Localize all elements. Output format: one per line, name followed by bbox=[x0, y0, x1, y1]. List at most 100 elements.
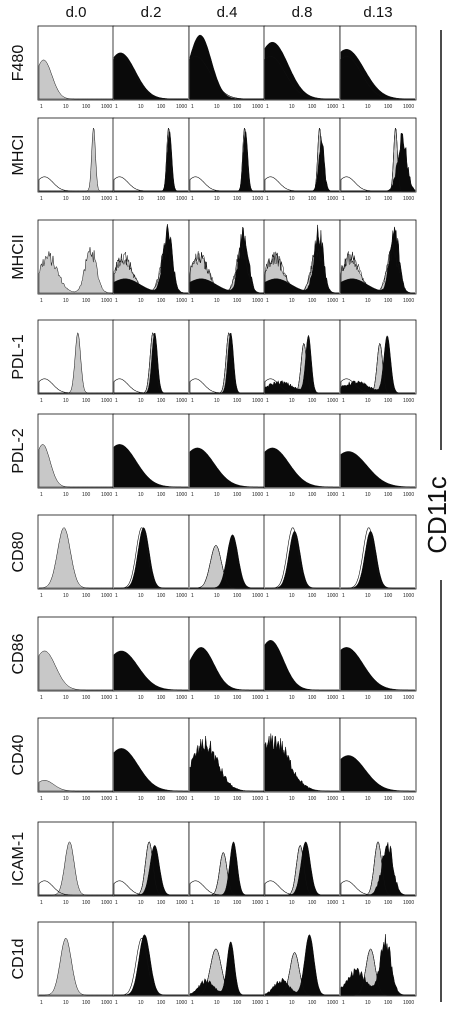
panel-frame-pdl-2-d-13 bbox=[339, 413, 417, 489]
tick-label-cd40-d-2-100: 100 bbox=[157, 796, 166, 802]
panel-mhci-d-0: 1 10 100 1000 bbox=[37, 117, 115, 202]
panel-pdl-2-d-4: 1 10 100 1000 bbox=[188, 413, 266, 498]
tick-label-mhcii-d-0-10: 10 bbox=[63, 298, 69, 304]
tick-label-pdl-2-d-13-1: 1 bbox=[342, 492, 345, 498]
tick-label-cd40-d-0-100: 100 bbox=[82, 796, 91, 802]
panel-cd80-d-13: 1 10 100 1000 bbox=[339, 514, 417, 599]
tick-label-mhci-d-4-1000: 1000 bbox=[252, 196, 263, 202]
tick-label-cd80-d-4-1: 1 bbox=[191, 593, 194, 599]
tick-label-f480-d-13-100: 100 bbox=[384, 104, 393, 110]
tick-label-cd1d-d-0-1: 1 bbox=[40, 1000, 43, 1006]
tick-label-pdl-1-d-2-100: 100 bbox=[157, 398, 166, 404]
panel-f480-d-8: 1 10 100 1000 bbox=[263, 25, 341, 110]
tick-label-f480-d-4-1: 1 bbox=[191, 104, 194, 110]
panel-cd40-d-4: 1 10 100 1000 bbox=[188, 717, 266, 802]
tick-label-pdl-1-d-13-1: 1 bbox=[342, 398, 345, 404]
tick-label-cd40-d-0-10: 10 bbox=[63, 796, 69, 802]
tick-label-cd1d-d-0-100: 100 bbox=[82, 1000, 91, 1006]
tick-label-icam-1-d-13-100: 100 bbox=[384, 900, 393, 906]
tick-label-cd1d-d-4-1000: 1000 bbox=[252, 1000, 263, 1006]
tick-label-f480-d-8-1: 1 bbox=[266, 104, 269, 110]
tick-label-f480-d-2-1: 1 bbox=[115, 104, 118, 110]
tick-label-icam-1-d-8-1: 1 bbox=[266, 900, 269, 906]
tick-label-cd40-d-4-10: 10 bbox=[214, 796, 220, 802]
panel-f480-d-2: 1 10 100 1000 bbox=[112, 25, 190, 110]
tick-label-pdl-2-d-4-1000: 1000 bbox=[252, 492, 263, 498]
tick-label-cd40-d-4-100: 100 bbox=[233, 796, 242, 802]
panel-icam-1-d-2: 1 10 100 1000 bbox=[112, 821, 190, 906]
panel-mhcii-d-2: 1 10 100 1000 bbox=[112, 219, 190, 304]
panel-mhcii-d-8: 1 10 100 1000 bbox=[263, 219, 341, 304]
tick-label-cd86-d-2-1: 1 bbox=[115, 695, 118, 701]
column-label-d-4: d.4 bbox=[217, 4, 238, 21]
tick-label-cd80-d-13-1: 1 bbox=[342, 593, 345, 599]
tick-label-mhci-d-8-1000: 1000 bbox=[327, 196, 338, 202]
tick-label-cd80-d-0-1: 1 bbox=[40, 593, 43, 599]
sample-histogram-cd86-d-4 bbox=[189, 647, 264, 691]
tick-label-cd86-d-8-10: 10 bbox=[289, 695, 295, 701]
panel-mhcii-d-4: 1 10 100 1000 bbox=[188, 219, 266, 304]
tick-label-mhci-d-8-10: 10 bbox=[289, 196, 295, 202]
tick-label-icam-1-d-0-100: 100 bbox=[82, 900, 91, 906]
tick-label-cd80-d-8-1000: 1000 bbox=[327, 593, 338, 599]
column-label-d-8: d.8 bbox=[292, 4, 313, 21]
tick-label-icam-1-d-0-1000: 1000 bbox=[101, 900, 112, 906]
tick-label-mhci-d-4-100: 100 bbox=[233, 196, 242, 202]
tick-label-pdl-2-d-8-100: 100 bbox=[308, 492, 317, 498]
row-label-pdl-2: PDL-2 bbox=[10, 428, 27, 473]
tick-label-pdl-1-d-8-100: 100 bbox=[308, 398, 317, 404]
control-outline-icam-1-d-2 bbox=[114, 841, 188, 896]
tick-label-cd80-d-2-1: 1 bbox=[115, 593, 118, 599]
tick-label-f480-d-8-1000: 1000 bbox=[327, 104, 338, 110]
tick-label-f480-d-13-1000: 1000 bbox=[403, 104, 414, 110]
control-outline-pdl-1-d-4 bbox=[190, 332, 264, 394]
panel-mhci-d-8: 1 10 100 1000 bbox=[263, 117, 341, 202]
panel-pdl-2-d-2: 1 10 100 1000 bbox=[112, 413, 190, 498]
panel-pdl-2-d-0: 1 10 100 1000 bbox=[37, 413, 115, 498]
row-label-mhcii: MHCII bbox=[10, 234, 27, 279]
tick-label-cd1d-d-2-100: 100 bbox=[157, 1000, 166, 1006]
tick-label-f480-d-4-1000: 1000 bbox=[252, 104, 263, 110]
control-histogram-pdl-2-d-0 bbox=[38, 444, 113, 488]
tick-label-cd80-d-4-1000: 1000 bbox=[252, 593, 263, 599]
sample-histogram-pdl-2-d-2 bbox=[113, 444, 188, 488]
tick-label-pdl-1-d-2-1: 1 bbox=[115, 398, 118, 404]
tick-label-pdl-2-d-0-1000: 1000 bbox=[101, 492, 112, 498]
sample-histogram-cd40-d-13 bbox=[340, 755, 415, 792]
tick-label-pdl-1-d-0-10: 10 bbox=[63, 398, 69, 404]
row-label-f480: F480 bbox=[10, 45, 27, 82]
tick-label-cd1d-d-13-1: 1 bbox=[342, 1000, 345, 1006]
row-labels: F480 MHCI MHCII PDL-1 PDL-2 CD80 CD86 CD40 ICAM-… bbox=[10, 45, 27, 980]
tick-label-f480-d-8-10: 10 bbox=[289, 104, 295, 110]
tick-label-cd40-d-2-10: 10 bbox=[138, 796, 144, 802]
panel-icam-1-d-13: 1 10 100 1000 bbox=[339, 821, 417, 906]
tick-label-pdl-1-d-13-100: 100 bbox=[384, 398, 393, 404]
column-label-d-0: d.0 bbox=[66, 4, 87, 21]
tick-label-pdl-1-d-8-1000: 1000 bbox=[327, 398, 338, 404]
tick-label-icam-1-d-8-10: 10 bbox=[289, 900, 295, 906]
panel-mhci-d-13: 1 10 100 1000 bbox=[339, 117, 417, 202]
sample-histogram-mhcii-d-8 bbox=[264, 224, 339, 294]
panel-cd1d-d-4: 1 10 100 1000 bbox=[188, 921, 266, 1006]
tick-label-mhcii-d-8-10: 10 bbox=[289, 298, 295, 304]
tick-label-mhci-d-2-10: 10 bbox=[138, 196, 144, 202]
panel-cd80-d-8: 1 10 100 1000 bbox=[263, 514, 341, 599]
sample-histogram-cd1d-d-13 bbox=[340, 934, 415, 996]
control-outline-icam-1-d-8 bbox=[265, 845, 339, 896]
tick-label-icam-1-d-4-10: 10 bbox=[214, 900, 220, 906]
tick-label-pdl-1-d-13-10: 10 bbox=[365, 398, 371, 404]
tick-label-icam-1-d-0-1: 1 bbox=[40, 900, 43, 906]
tick-label-f480-d-4-10: 10 bbox=[214, 104, 220, 110]
tick-label-mhcii-d-13-1: 1 bbox=[342, 298, 345, 304]
tick-label-cd80-d-13-1000: 1000 bbox=[403, 593, 414, 599]
tick-label-pdl-1-d-2-1000: 1000 bbox=[176, 398, 187, 404]
tick-label-cd1d-d-2-1: 1 bbox=[115, 1000, 118, 1006]
tick-label-cd80-d-4-10: 10 bbox=[214, 593, 220, 599]
tick-label-pdl-2-d-8-10: 10 bbox=[289, 492, 295, 498]
tick-label-cd86-d-0-1: 1 bbox=[40, 695, 43, 701]
tick-label-mhci-d-0-100: 100 bbox=[82, 196, 91, 202]
tick-label-f480-d-8-100: 100 bbox=[308, 104, 317, 110]
tick-label-icam-1-d-0-10: 10 bbox=[63, 900, 69, 906]
panel-pdl-1-d-2: 1 10 100 1000 bbox=[112, 319, 190, 404]
